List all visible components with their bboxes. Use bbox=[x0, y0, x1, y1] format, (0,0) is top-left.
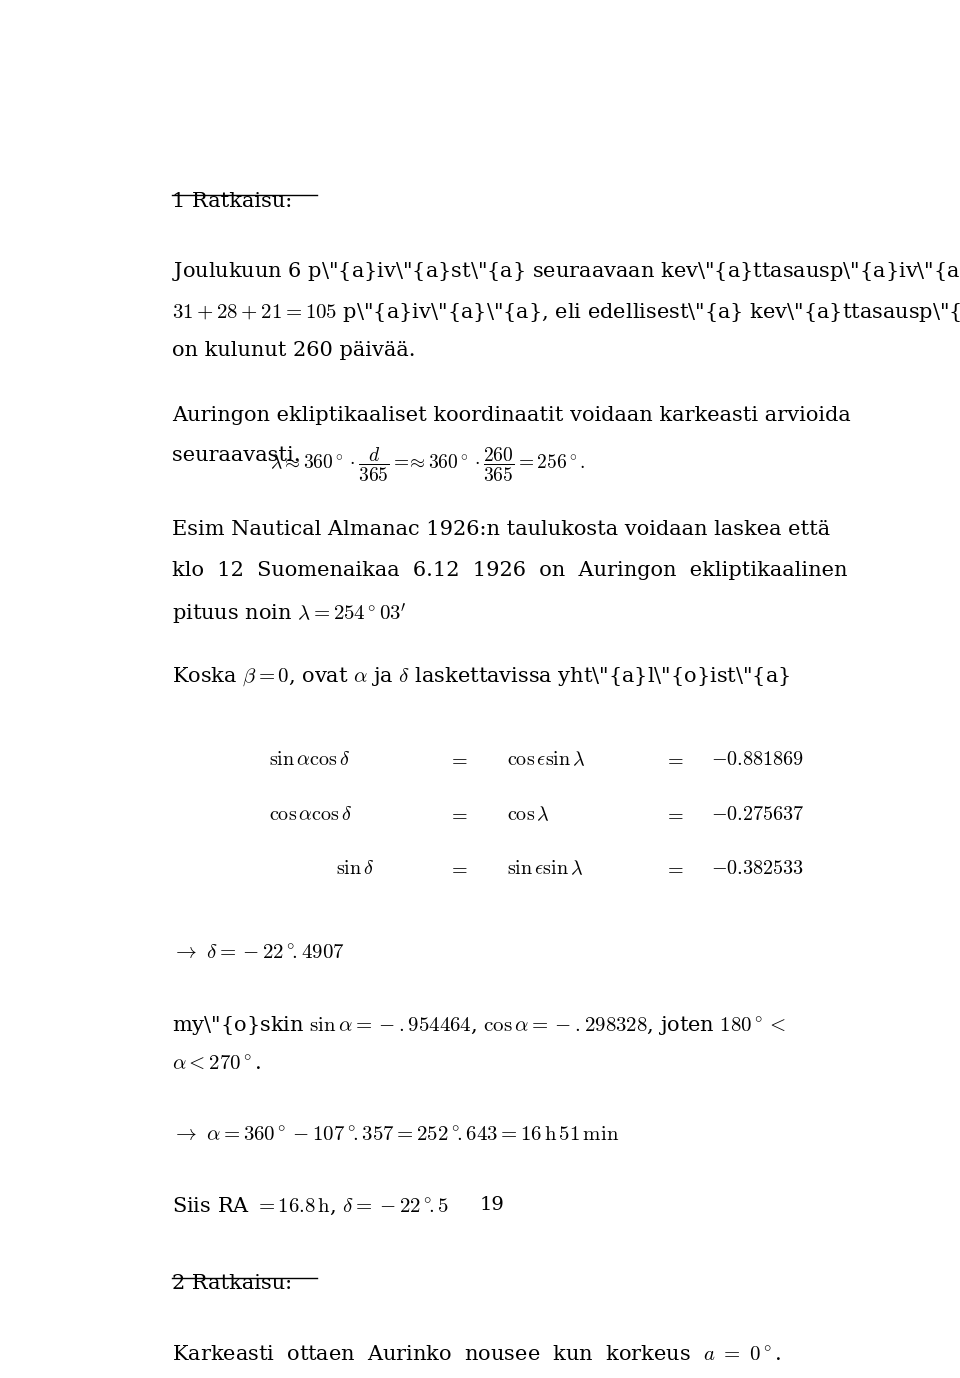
Text: on kulunut 260 päivää.: on kulunut 260 päivää. bbox=[172, 342, 416, 360]
Text: $\rightarrow\ \delta = -22{{}^\circ\!\!.}4907$: $\rightarrow\ \delta = -22{{}^\circ\!\!.… bbox=[172, 944, 345, 963]
Text: $-0.382533$: $-0.382533$ bbox=[711, 860, 804, 878]
Text: $=$: $=$ bbox=[664, 805, 684, 824]
Text: $\cos\alpha\cos\delta$: $\cos\alpha\cos\delta$ bbox=[269, 805, 352, 824]
Text: $\cos\lambda$: $\cos\lambda$ bbox=[507, 805, 550, 824]
Text: $\cos\epsilon\sin\lambda$: $\cos\epsilon\sin\lambda$ bbox=[507, 751, 586, 769]
Text: Siis RA $= 16.8\,\mathrm{h}$, $\delta = -22{{}^\circ\!\!.}5$: Siis RA $= 16.8\,\mathrm{h}$, $\delta = … bbox=[172, 1196, 449, 1217]
Text: my\"{o}skin $\sin\alpha = -.954464$, $\cos\alpha = -.298328$, joten $180^\circ <: my\"{o}skin $\sin\alpha = -.954464$, $\c… bbox=[172, 1014, 786, 1038]
Text: $\rightarrow\ \alpha = 360^\circ - 107{{}^\circ\!\!.}357 = 252{{}^\circ\!\!.}643: $\rightarrow\ \alpha = 360^\circ - 107{{… bbox=[172, 1126, 619, 1145]
Text: $=$: $=$ bbox=[448, 860, 468, 878]
Text: $=$: $=$ bbox=[448, 751, 468, 769]
Text: $=$: $=$ bbox=[664, 751, 684, 769]
Text: 2 Ratkaisu:: 2 Ratkaisu: bbox=[172, 1275, 292, 1294]
Text: $\sin\epsilon\sin\lambda$: $\sin\epsilon\sin\lambda$ bbox=[507, 860, 584, 878]
Text: $-0.275637$: $-0.275637$ bbox=[711, 805, 804, 824]
Text: seuraavasti.: seuraavasti. bbox=[172, 446, 318, 464]
Text: $\sin\delta$: $\sin\delta$ bbox=[336, 860, 374, 878]
Text: $\lambda \approx 360^\circ \cdot \dfrac{d}{365} =\!\!\approx 360^\circ \cdot \df: $\lambda \approx 360^\circ \cdot \dfrac{… bbox=[271, 446, 586, 484]
Text: $31 + 28 + 21 = 105$ p\"{a}iv\"{a}\"{a}, eli edellisest\"{a} kev\"{a}ttasausp\"{: $31 + 28 + 21 = 105$ p\"{a}iv\"{a}\"{a},… bbox=[172, 300, 960, 324]
Text: Koska $\beta = 0$, ovat $\alpha$ ja $\delta$ laskettavissa yht\"{a}l\"{o}ist\"{a: Koska $\beta = 0$, ovat $\alpha$ ja $\de… bbox=[172, 666, 790, 688]
Text: Auringon ekliptikaaliset koordinaatit voidaan karkeasti arvioida: Auringon ekliptikaaliset koordinaatit vo… bbox=[172, 405, 851, 424]
Text: 1 Ratkaisu:: 1 Ratkaisu: bbox=[172, 192, 293, 211]
Text: Joulukuun 6 p\"{a}iv\"{a}st\"{a} seuraavaan kev\"{a}ttasausp\"{a}iv\"{a}\"{a}n o: Joulukuun 6 p\"{a}iv\"{a}st\"{a} seuraav… bbox=[172, 260, 960, 284]
Text: pituus noin $\lambda = 254^\circ 03^{\prime}$: pituus noin $\lambda = 254^\circ 03^{\pr… bbox=[172, 601, 407, 627]
Text: klo  12  Suomenaikaa  6.12  1926  on  Auringon  ekliptikaalinen: klo 12 Suomenaikaa 6.12 1926 on Auringon… bbox=[172, 561, 848, 580]
Text: 19: 19 bbox=[480, 1196, 504, 1214]
Text: Karkeasti  ottaen  Aurinko  nousee  kun  korkeus  $a\ =\ 0^\circ$.: Karkeasti ottaen Aurinko nousee kun kork… bbox=[172, 1345, 781, 1364]
Text: $-0.881869$: $-0.881869$ bbox=[711, 751, 804, 769]
Text: $\alpha < 270^\circ$.: $\alpha < 270^\circ$. bbox=[172, 1054, 261, 1073]
Text: Esim Nautical Almanac 1926:n taulukosta voidaan laskea että: Esim Nautical Almanac 1926:n taulukosta … bbox=[172, 521, 830, 540]
Text: $=$: $=$ bbox=[448, 805, 468, 824]
Text: $\sin\alpha\cos\delta$: $\sin\alpha\cos\delta$ bbox=[269, 751, 350, 769]
Text: $=$: $=$ bbox=[664, 860, 684, 878]
